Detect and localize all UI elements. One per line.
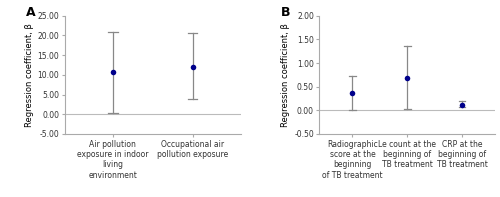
Text: A: A <box>26 6 36 19</box>
Point <box>458 103 466 106</box>
Point <box>403 77 411 80</box>
Point <box>348 92 356 95</box>
Text: B: B <box>281 6 290 19</box>
Point <box>188 65 196 69</box>
Y-axis label: Regression coefficient, β: Regression coefficient, β <box>24 23 34 127</box>
Point <box>109 70 117 73</box>
Y-axis label: Regression coefficient, β: Regression coefficient, β <box>281 23 290 127</box>
